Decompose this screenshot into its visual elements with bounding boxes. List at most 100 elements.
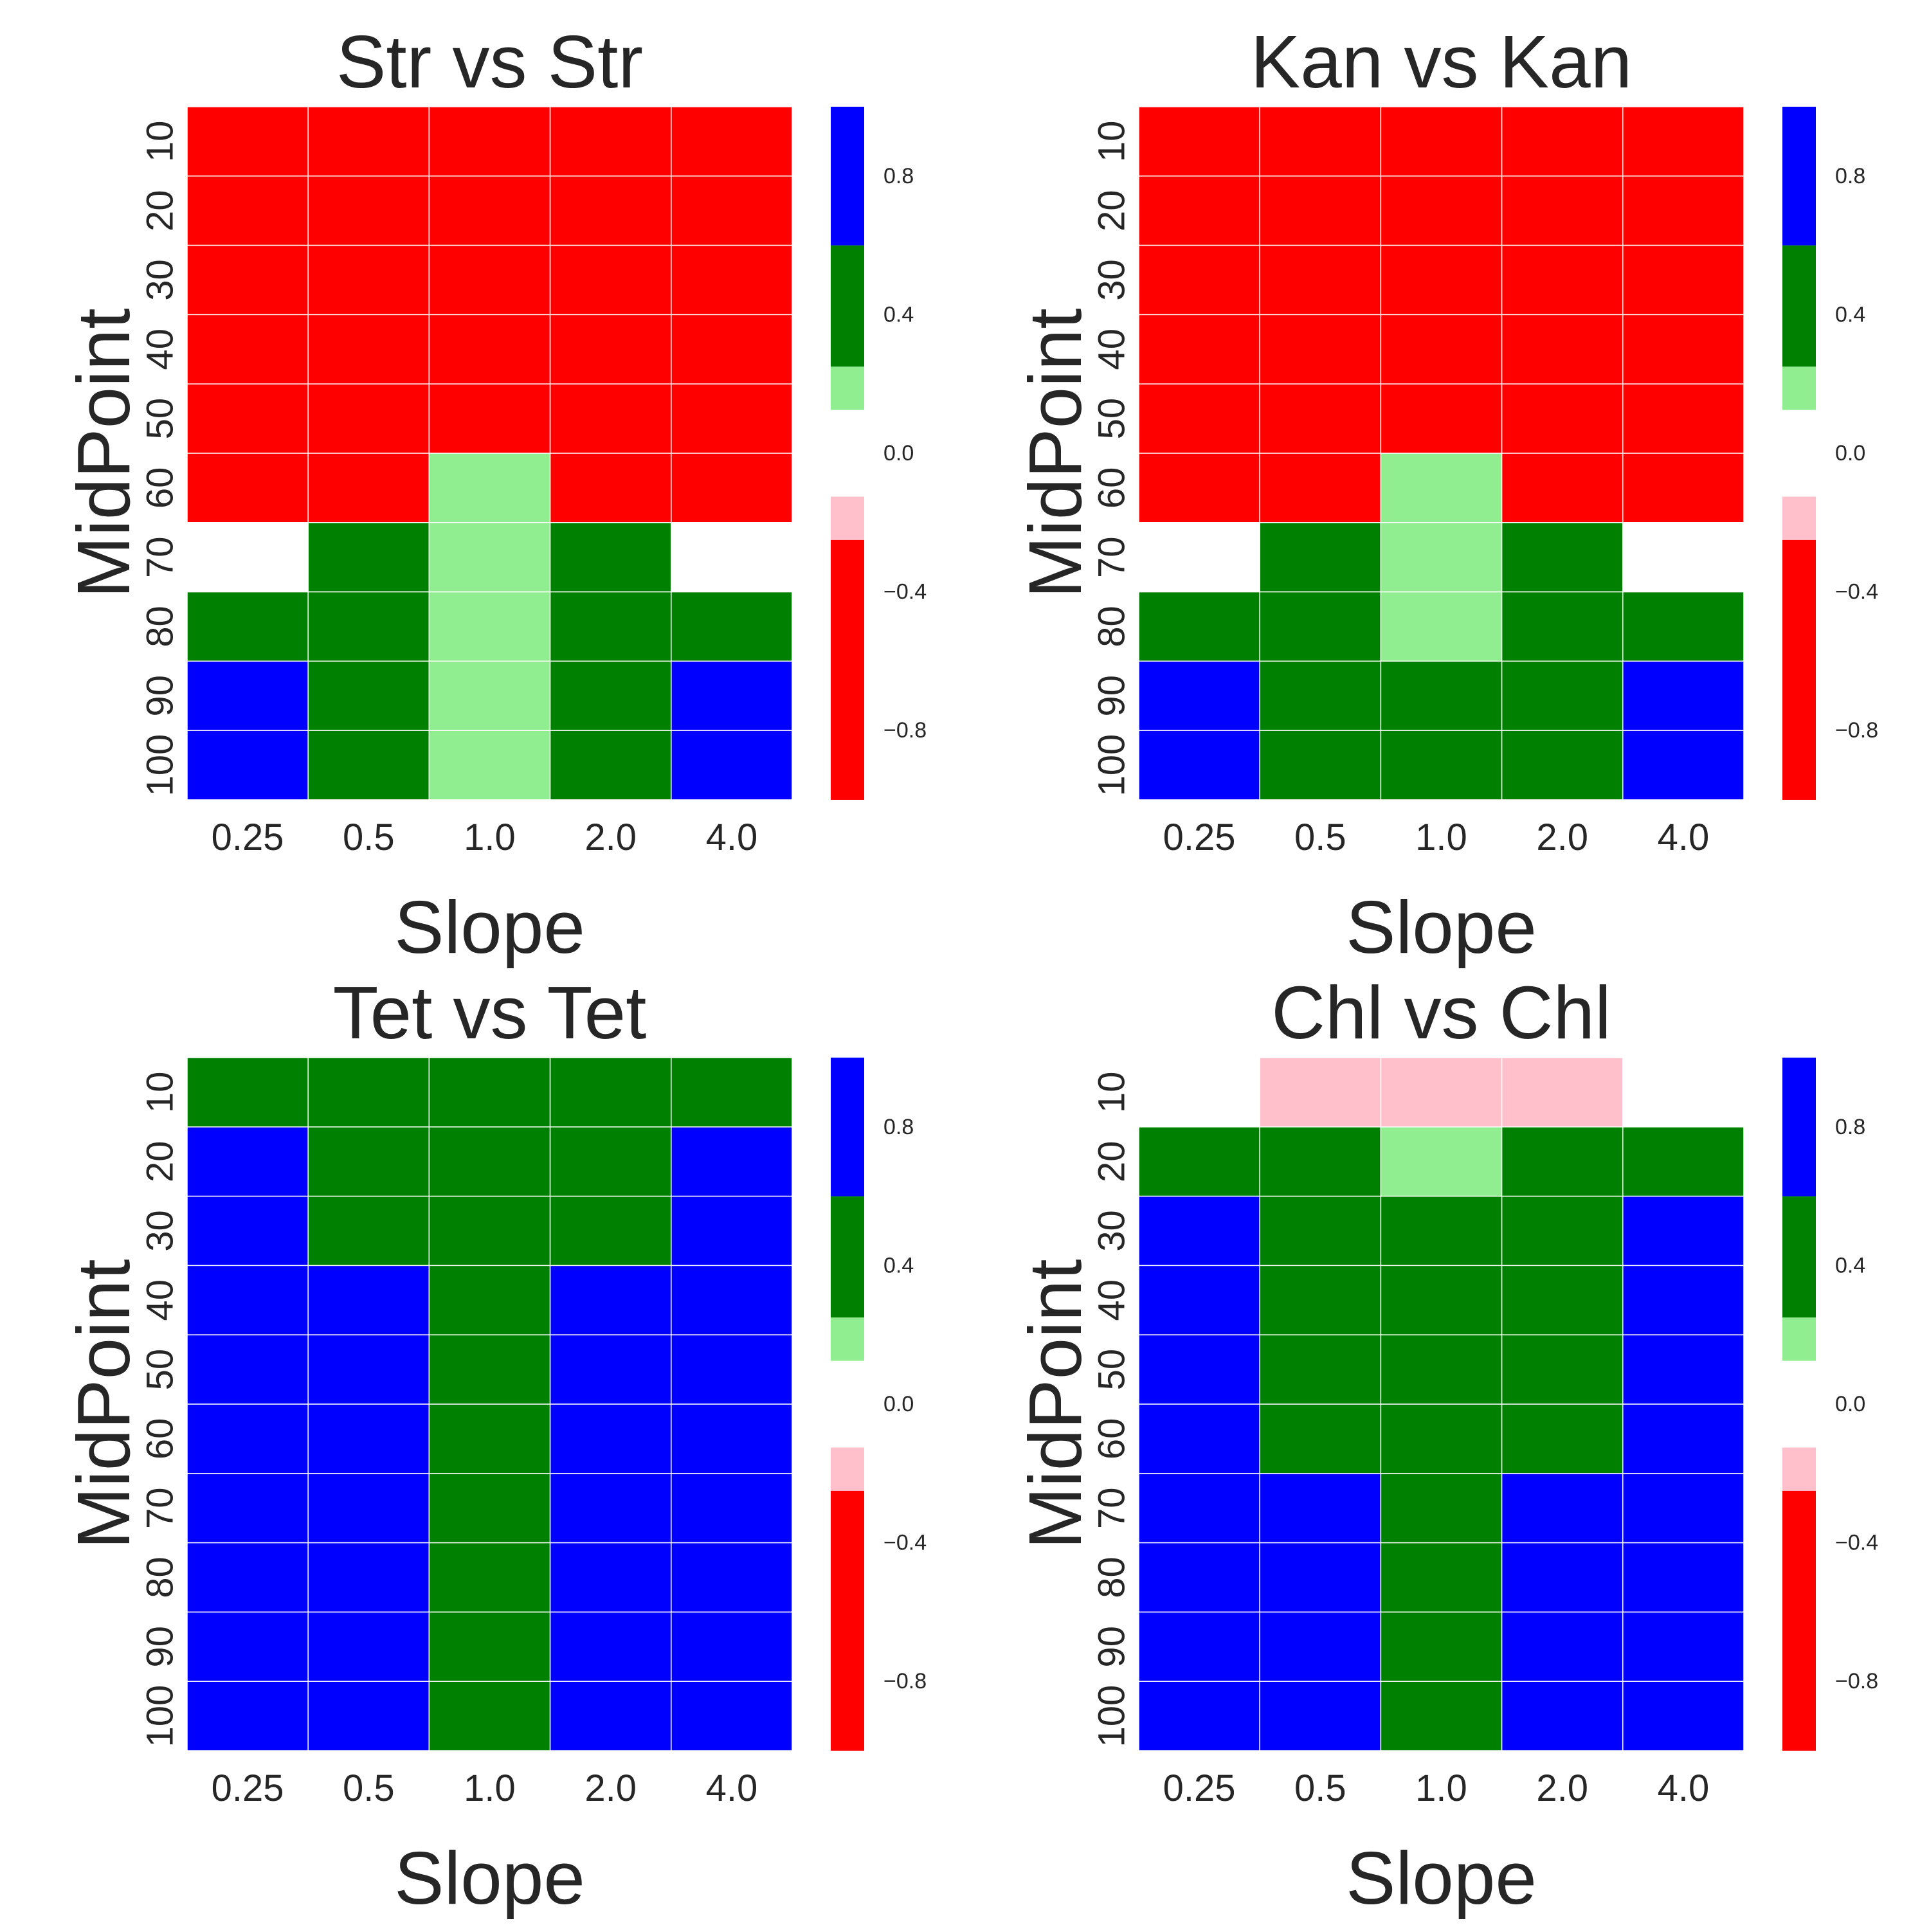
heatmap-cell (186, 660, 309, 731)
x-axis-label: Slope (1346, 1836, 1537, 1920)
y-tick-label: 40 (1091, 329, 1133, 370)
colorbar-tick-label: −0.8 (1835, 1669, 1878, 1693)
colorbar-band (831, 539, 864, 800)
heatmap-cell (1622, 106, 1744, 177)
heatmap-cell (186, 1126, 309, 1197)
heatmap-cell (186, 1334, 309, 1405)
y-tick-label: 90 (140, 1626, 181, 1668)
heatmap-cell (1622, 314, 1744, 384)
heatmap-cell (428, 522, 551, 593)
heatmap-cell (1380, 383, 1503, 454)
heatmap-cell (549, 522, 672, 593)
heatmap-cell (1380, 1473, 1503, 1544)
colorbar-band (831, 1317, 864, 1361)
colorbar-band (1782, 1058, 1816, 1196)
heatmap-cell (1138, 244, 1260, 316)
heatmap-cell (186, 383, 309, 454)
colorbar-band (1782, 1360, 1816, 1448)
colorbar-band (1782, 496, 1816, 540)
heatmap-cell (671, 730, 793, 800)
colorbar-band (831, 1490, 864, 1751)
heatmap-cell (1380, 591, 1503, 662)
heatmap-cell (1380, 1265, 1503, 1335)
y-tick-label: 30 (140, 259, 181, 301)
x-tick-label: 4.0 (1658, 1767, 1710, 1809)
heatmap-cell (1380, 1126, 1503, 1197)
heatmap-cell (1138, 1681, 1260, 1751)
colorbar-tick-label: −0.4 (1835, 1531, 1878, 1555)
heatmap-cell (1380, 314, 1503, 384)
heatmap-cell (1138, 730, 1260, 800)
colorbar-band (1782, 107, 1816, 246)
heatmap-cell (1259, 453, 1382, 523)
heatmap-cell (428, 383, 551, 454)
colorbar-tick-label: 0.0 (883, 1392, 914, 1416)
heatmap-cell (1259, 522, 1382, 593)
heatmap-cell (307, 522, 430, 593)
heatmap-cell (1501, 106, 1624, 177)
heatmap-cell (1259, 1126, 1382, 1197)
heatmap-cell (1501, 176, 1624, 246)
heatmap-cell (186, 1195, 309, 1267)
x-tick-label: 0.25 (212, 1767, 284, 1809)
heatmap-cell (1622, 1473, 1744, 1544)
heatmap-cell (1380, 1542, 1503, 1613)
heatmap-cell (1259, 1473, 1382, 1544)
colorbar: 0.8 0.4 0.0 −0.4 −0.8 (1782, 107, 1878, 800)
heatmap-cell (1380, 1611, 1503, 1682)
heatmap-cell (307, 1542, 430, 1613)
y-tick-label: 50 (1091, 1349, 1133, 1391)
heatmap-cell (307, 1057, 430, 1128)
heatmap-cell (1380, 244, 1503, 316)
heatmap-cell (1501, 244, 1624, 316)
heatmap-cell (428, 1404, 551, 1474)
heatmap-panel-3: Tet vs Tet 0.25 0.5 1.0 2.0 4.0 Slope 10 20 30 40 5… (62, 971, 927, 1920)
heatmap-cell (1380, 730, 1503, 800)
heatmap-cell (671, 1195, 793, 1267)
heatmap-cell (1259, 730, 1382, 800)
heatmap-cell (186, 1611, 309, 1682)
heatmap-cell (1138, 314, 1260, 384)
heatmap-cell (549, 383, 672, 454)
heatmap-cell (428, 1681, 551, 1751)
heatmap-cell (307, 660, 430, 731)
colorbar: 0.8 0.4 0.0 −0.4 −0.8 (831, 1058, 927, 1751)
y-tick-label: 10 (140, 121, 181, 163)
heatmap-cell (428, 1057, 551, 1128)
heatmap-cell (428, 1542, 551, 1613)
colorbar-tick-label: −0.8 (1835, 718, 1878, 743)
heatmap-cell (1501, 1542, 1624, 1613)
heatmap-cell (1622, 383, 1744, 454)
heatmap-cell (186, 1057, 309, 1128)
x-tick-label: 1.0 (1415, 817, 1467, 858)
heatmap-cell (549, 1404, 672, 1474)
colorbar-band (831, 1196, 864, 1318)
panel-title: Kan vs Kan (1251, 20, 1632, 104)
heatmap-cell (549, 314, 672, 384)
heatmap-cell (1380, 1057, 1503, 1128)
heatmap-cell (1138, 1195, 1260, 1267)
heatmap-cell (1501, 522, 1624, 593)
heatmap-cell (1501, 1265, 1624, 1335)
y-tick-label: 40 (1091, 1279, 1133, 1321)
heatmap-cell (1259, 176, 1382, 246)
heatmap-cell (671, 1681, 793, 1751)
y-tick-label: 70 (1091, 536, 1133, 578)
x-tick-label: 2.0 (584, 817, 637, 858)
colorbar-tick-label: −0.8 (883, 1669, 927, 1693)
heatmap-cell (1501, 1473, 1624, 1544)
heatmap-cell (671, 244, 793, 316)
heatmap-cell (1259, 1334, 1382, 1405)
heatmap-cell (186, 314, 309, 384)
heatmap-cell (1138, 660, 1260, 731)
heatmap-cell (1501, 1681, 1624, 1751)
heatmap-panel-1: Str vs Str 0.25 0.5 1.0 2.0 4.0 Slope 10 20 30 40 5… (62, 20, 927, 969)
heatmap-cell (1138, 383, 1260, 454)
y-tick-label: 60 (140, 467, 181, 509)
heatmap-cell (307, 1473, 430, 1544)
colorbar-tick-label: −0.4 (883, 580, 927, 604)
heatmap-cell (1501, 1195, 1624, 1267)
heatmap-cell (186, 453, 309, 523)
colorbar-band (1782, 410, 1816, 497)
